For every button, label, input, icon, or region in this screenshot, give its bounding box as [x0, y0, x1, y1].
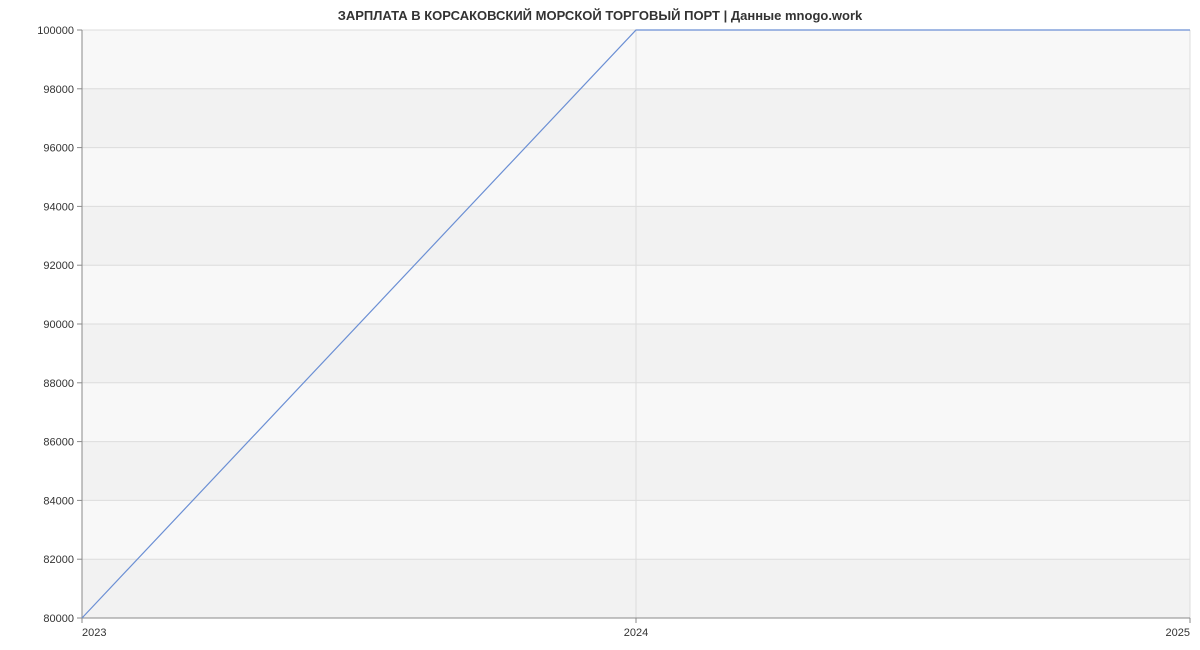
y-tick-label: 90000 — [43, 319, 74, 331]
x-tick-label: 2023 — [82, 627, 106, 639]
chart-svg: 80000 82000 84000 86000 88000 90000 92000 94000… — [0, 0, 1200, 650]
y-tick-label: 86000 — [43, 437, 74, 449]
y-tick-label: 82000 — [43, 554, 74, 566]
y-tick-label: 96000 — [43, 143, 74, 155]
y-tick-label: 94000 — [43, 201, 74, 213]
x-tick-label: 2025 — [1166, 627, 1190, 639]
y-tick-label: 100000 — [37, 25, 74, 37]
y-tick-label: 92000 — [43, 260, 74, 272]
y-tick-label: 88000 — [43, 378, 74, 390]
y-tick-label: 80000 — [43, 613, 74, 625]
x-tick-label: 2024 — [624, 627, 648, 639]
chart-container: ЗАРПЛАТА В КОРСАКОВСКИЙ МОРСКОЙ ТОРГОВЫЙ… — [0, 0, 1200, 650]
y-tick-label: 98000 — [43, 84, 74, 96]
y-tick-label: 84000 — [43, 495, 74, 507]
